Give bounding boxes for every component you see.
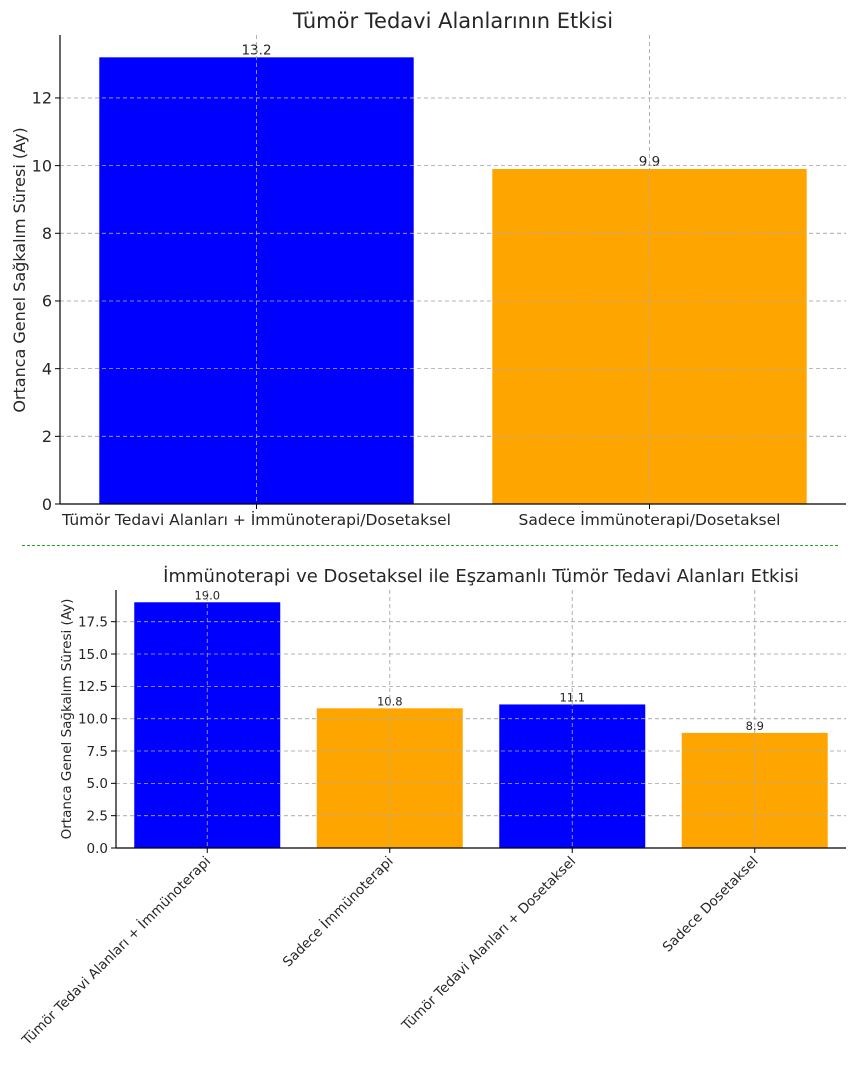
y-tick-label: 0.0 (87, 841, 108, 857)
chart1-ylabel: Ortanca Genel Sağkalım Süresi (Ay) (10, 127, 29, 412)
y-tick-label: 2.5 (87, 809, 108, 825)
chart-divider (22, 545, 838, 546)
y-tick-label: 15.0 (78, 647, 108, 663)
y-tick-label: 6 (42, 292, 52, 311)
y-tick-label: 10 (32, 156, 52, 175)
y-tick-label: 12.5 (78, 679, 108, 695)
chart1-title: Tümör Tedavi Alanlarının Etkisi (292, 9, 613, 33)
chart-concurrent-immunotherapy-docetaxel: İmmünoterapi ve Dosetaksel ile Eşzamanlı… (17, 566, 846, 1049)
y-tick-label: 0 (42, 495, 52, 514)
y-tick-label: 10.0 (78, 712, 108, 728)
y-tick-label: 17.5 (78, 615, 108, 631)
y-tick-label: 8 (42, 224, 52, 243)
x-tick-label: Sadece Dosetaksel (660, 854, 762, 956)
x-tick-label: Tümör Tedavi Alanları + Dosetaksel (398, 854, 579, 1035)
chart-tumor-treatment-fields: Tümör Tedavi Alanlarının Etkisi Ortanca … (10, 9, 846, 529)
bar (316, 708, 463, 848)
bar-value-label: 19.0 (194, 588, 220, 602)
x-tick-label: Tümör Tedavi Alanları + İmmünoterapi/Dos… (61, 510, 451, 529)
y-tick-label: 4 (42, 359, 52, 378)
x-tick-label: Sadece İmmünoterapi/Dosetaksel (519, 510, 781, 529)
y-tick-label: 12 (32, 89, 52, 108)
chart2-title: İmmünoterapi ve Dosetaksel ile Eşzamanlı… (163, 566, 799, 587)
y-tick-label: 2 (42, 427, 52, 446)
y-tick-label: 7.5 (87, 744, 108, 760)
chart1-bars: 13.29.9 (60, 35, 846, 505)
y-tick-label: 5.0 (87, 776, 108, 792)
chart1-axes: 0 2 4 6 8 10 12 Tümör Tedavi Alanları + İmmünot… (32, 35, 846, 529)
x-tick-label: Tümör Tedavi Alanları + İmmünoterapi (17, 852, 214, 1049)
chart2-bars: 19.010.8 11.18.9 (116, 588, 846, 849)
chart2-ylabel: Ortanca Genel Sağkalım Süresi (Ay) (59, 599, 75, 840)
bar-value-label: 10.8 (377, 694, 403, 708)
x-tick-label: Sadece İmmünoterapi (278, 852, 396, 970)
